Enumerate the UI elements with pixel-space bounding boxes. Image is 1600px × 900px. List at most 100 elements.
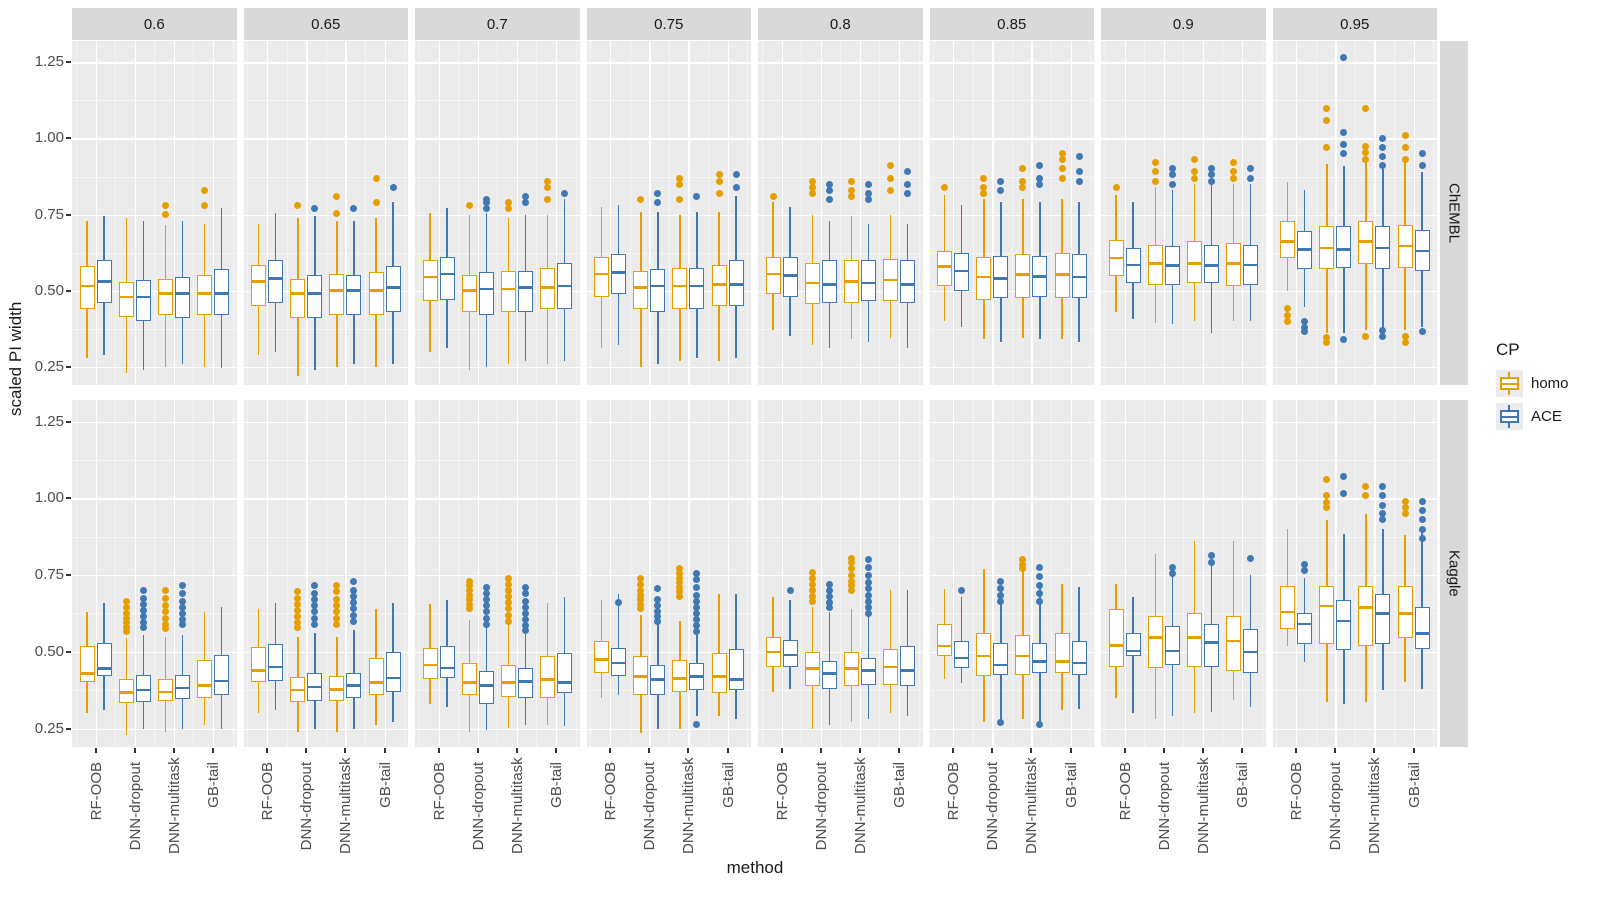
gridline-minor (1090, 41, 1092, 385)
outlier-point (161, 625, 169, 633)
x-axis-tick (437, 748, 440, 753)
gridline-minor (404, 41, 406, 385)
boxplot-box (118, 678, 134, 703)
gridline-major (1374, 41, 1376, 385)
outlier-point (1058, 165, 1066, 173)
gridline-major (586, 138, 751, 140)
boxplot-box (1203, 624, 1219, 667)
gridline-major (859, 41, 862, 385)
gridline-minor (1101, 176, 1266, 178)
boxplot-median (1226, 639, 1241, 643)
outlier-point (482, 614, 490, 622)
boxplot-median (1319, 246, 1335, 250)
outlier-point (139, 600, 147, 608)
boxplot-box (268, 260, 283, 303)
boxplot-box (557, 652, 572, 694)
y-axis-label: 1.00 (34, 129, 64, 147)
gridline-minor (536, 400, 538, 747)
outlier-point (1418, 497, 1426, 505)
gridline-minor (154, 400, 156, 747)
boxplot-median (268, 665, 283, 669)
x-axis-label: RF-OOB (602, 762, 619, 821)
outlier-point (1362, 491, 1370, 499)
gridline-minor (1222, 400, 1224, 747)
outlier-point (847, 186, 855, 194)
boxplot-median (1108, 644, 1124, 647)
outlier-point (1301, 328, 1308, 336)
gridline-minor (243, 613, 408, 615)
gridline-minor (758, 100, 923, 102)
outlier-point (693, 622, 701, 630)
boxplot-box (251, 264, 266, 306)
outlier-point (294, 201, 302, 209)
gridline-major (929, 728, 1094, 730)
outlier-point (465, 586, 473, 594)
boxplot-box (478, 671, 494, 705)
outlier-point (887, 162, 894, 170)
boxplot-box (461, 662, 477, 695)
boxplot-median (782, 274, 798, 277)
facet-panel (243, 400, 408, 747)
outlier-point (1112, 183, 1120, 191)
boxplot-box (1147, 615, 1163, 669)
outlier-point (333, 588, 341, 596)
outlier-point (693, 603, 701, 611)
x-axis-label: DNN-dropout (298, 762, 316, 851)
outlier-point (1362, 104, 1370, 112)
boxplot-median (1071, 661, 1087, 665)
outlier-point (1019, 183, 1027, 191)
outlier-point (808, 189, 816, 197)
gridline-major (345, 41, 347, 385)
boxplot-box (1358, 221, 1374, 265)
outlier-point (693, 616, 701, 624)
gridline-major (1272, 575, 1437, 577)
outlier-point (311, 608, 319, 616)
outlier-point (676, 180, 684, 188)
outlier-point (676, 565, 684, 573)
x-axis-label: DNN-multitask (1194, 757, 1212, 854)
gridline-minor (115, 400, 117, 747)
outlier-point (350, 593, 358, 600)
gridline-minor (668, 400, 670, 747)
gridline-minor (929, 176, 1094, 178)
x-axis-tick (1201, 748, 1204, 753)
outlier-point (544, 183, 551, 191)
gridline-major (1272, 138, 1437, 140)
gridline-major (727, 41, 729, 385)
x-axis-label: RF-OOB (87, 762, 105, 821)
outlier-point (980, 174, 988, 182)
y-axis-tick (66, 213, 71, 216)
facet-panel (1101, 400, 1266, 747)
boxplot-median (765, 272, 781, 276)
outlier-point (808, 183, 816, 191)
outlier-point (825, 593, 833, 600)
gridline-major (586, 214, 751, 216)
gridline-major (1163, 41, 1166, 385)
gridline-major (213, 400, 215, 747)
boxplot-whisker (960, 596, 963, 683)
gridline-major (1101, 290, 1266, 292)
outlier-point (122, 619, 130, 627)
boxplot-median (1054, 660, 1070, 663)
boxplot-median (1015, 273, 1031, 276)
outlier-point (1075, 153, 1083, 161)
gridline-minor (247, 400, 249, 747)
outlier-point (1401, 332, 1409, 340)
boxplot-median (937, 644, 952, 648)
gridline-minor (72, 252, 237, 254)
x-axis-tick (172, 748, 175, 753)
gridline-minor (972, 400, 974, 747)
facet-column-strip: 0.65 (243, 8, 408, 40)
outlier-point (997, 591, 1005, 599)
boxplot-median (174, 292, 190, 295)
gridline-major (477, 400, 480, 747)
outlier-point (1230, 159, 1237, 167)
outlier-point (1230, 168, 1237, 176)
gridline-minor (1144, 41, 1146, 385)
gridline-minor (325, 400, 327, 747)
gridline-major (758, 651, 923, 654)
gridline-minor (497, 41, 499, 385)
boxplot-box (1319, 585, 1335, 645)
outlier-point (521, 603, 529, 611)
outlier-point (333, 620, 341, 628)
